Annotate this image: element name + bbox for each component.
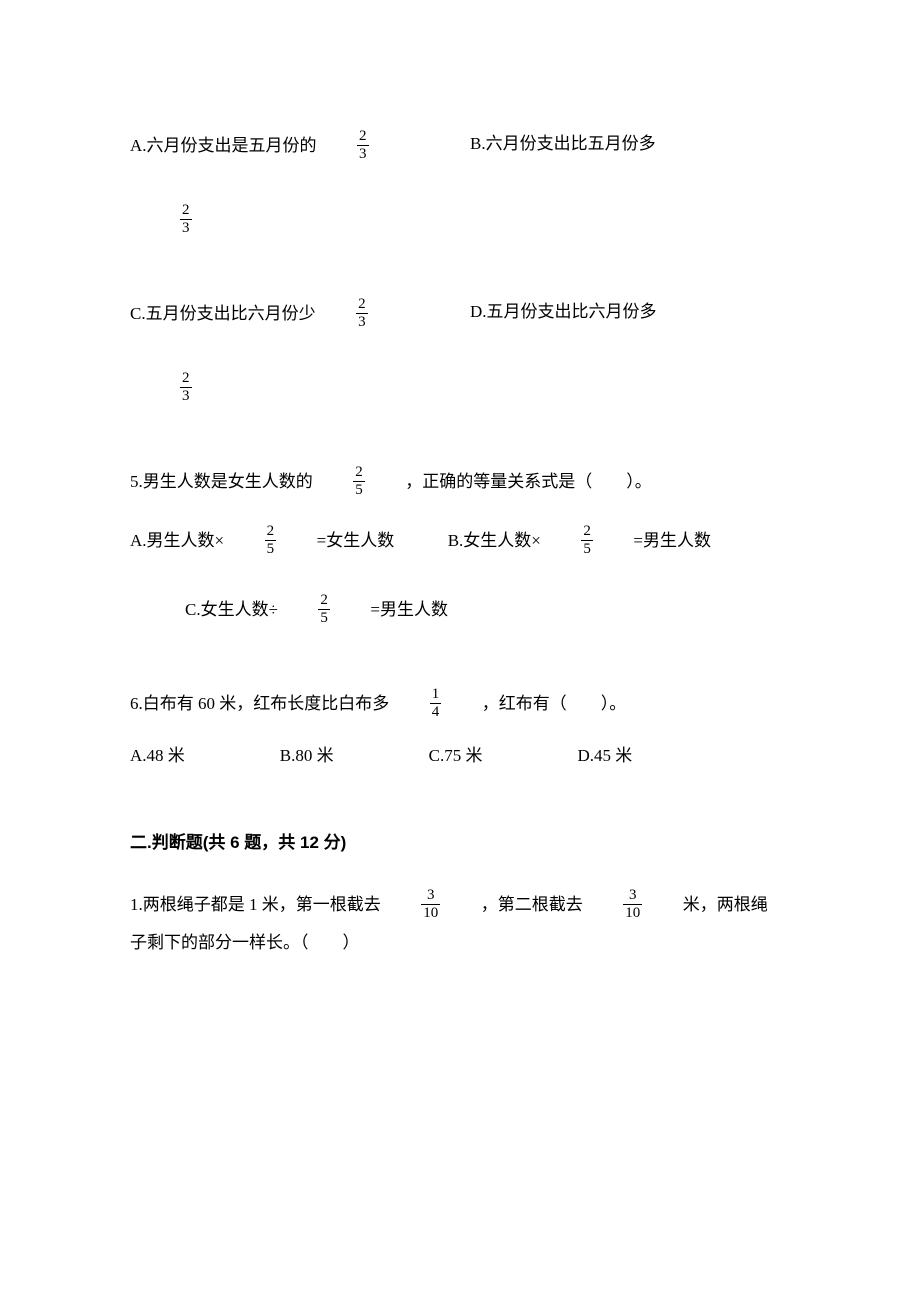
q4-opt-b-fraction-line: 2 3 [172,204,790,238]
q4-opt-d-text: D.五月份支出比六月份多 [470,302,657,321]
q5-opt-c-pre: C.女生人数÷ [185,600,278,619]
q6-opt-c: C.75 米 [429,742,483,769]
q4-opt-a-fraction: 2 3 [357,128,369,162]
tf-q1-fraction-2: 3 10 [623,887,642,921]
fraction-denominator: 10 [623,905,642,922]
q4-opt-c-text: C.五月份支出比六月份少 [130,300,316,327]
q4-options-ab: A.六月份支出是五月份的 2 3 B.六月份支出比五月份多 [130,130,790,164]
fraction-denominator: 5 [353,482,365,499]
q6-stem-fraction: 1 4 [430,686,442,720]
fraction-numerator: 2 [353,464,365,482]
q6-block: 6.白布有 60 米，红布长度比白布多 1 4 ，红布有（ ）。 A.48 米 … [130,688,790,769]
q4-row-ab: A.六月份支出是五月份的 2 3 B.六月份支出比五月份多 2 3 [130,130,790,238]
q4-opt-c-fraction: 2 3 [356,296,368,330]
q5-opt-c-fraction: 2 5 [318,592,330,626]
q5-block: 5.男生人数是女生人数的 2 5 ，正确的等量关系式是（ ）。 A.男生人数× … [130,466,790,628]
tf-q1-block: 1.两根绳子都是 1 米，第一根截去 3 10 ，第二根截去 3 10 米，两根… [130,886,790,961]
q4-opt-d-fraction: 2 3 [180,370,192,404]
tf-q1-fraction-1: 3 10 [421,887,440,921]
section-2-title: 二.判断题(共 6 题，共 12 分) [130,829,790,856]
q4-opt-b-fraction: 2 3 [180,202,192,236]
fraction-numerator: 3 [623,887,642,905]
q6-opt-d: D.45 米 [577,742,632,769]
tf-q1-pre: 1.两根绳子都是 1 米，第一根截去 [130,895,381,914]
tf-q1-post: 米，两根绳 [683,895,768,914]
fraction-numerator: 2 [318,592,330,610]
q5-opt-b-fraction: 2 5 [581,523,593,557]
fraction-denominator: 3 [180,388,192,405]
q5-stem-post: ，正确的等量关系式是（ ）。 [405,472,652,491]
fraction-denominator: 5 [581,541,593,558]
fraction-denominator: 10 [421,905,440,922]
q5-opt-c-post: =男生人数 [370,600,448,619]
q5-options-c: C.女生人数÷ 2 5 =男生人数 [185,594,790,628]
fraction-numerator: 3 [421,887,440,905]
fraction-numerator: 2 [265,523,277,541]
q4-options-cd: C.五月份支出比六月份少 2 3 D.五月份支出比六月份多 [130,298,790,332]
q6-stem-post: ，红布有（ ）。 [482,694,627,713]
q5-opt-a-post: =女生人数 [317,531,395,550]
q6-options: A.48 米 B.80 米 C.75 米 D.45 米 [130,742,790,769]
fraction-denominator: 3 [357,146,369,163]
q5-options-ab: A.男生人数× 2 5 =女生人数 B.女生人数× 2 5 =男生人数 [130,525,790,559]
fraction-denominator: 4 [430,704,442,721]
q6-opt-a: A.48 米 [130,742,185,769]
fraction-numerator: 2 [356,296,368,314]
fraction-denominator: 5 [318,610,330,627]
q5-stem-fraction: 2 5 [353,464,365,498]
q4-option-b: B.六月份支出比五月份多 [470,130,790,164]
q6-opt-b: B.80 米 [280,742,334,769]
q4-opt-b-text: B.六月份支出比五月份多 [470,134,656,153]
fraction-numerator: 2 [357,128,369,146]
q4-option-a: A.六月份支出是五月份的 2 3 [130,130,470,164]
tf-q1-line1: 1.两根绳子都是 1 米，第一根截去 3 10 ，第二根截去 3 10 米，两根… [130,886,790,923]
q4-row-cd: C.五月份支出比六月份少 2 3 D.五月份支出比六月份多 2 3 [130,298,790,406]
fraction-denominator: 3 [356,314,368,331]
q5-opt-b-pre: B.女生人数× [448,531,541,550]
fraction-numerator: 1 [430,686,442,704]
tf-q1-mid: ，第二根截去 [481,895,583,914]
fraction-numerator: 2 [180,202,192,220]
q4-option-d: D.五月份支出比六月份多 [470,298,790,332]
q5-opt-a-fraction: 2 5 [265,523,277,557]
fraction-numerator: 2 [180,370,192,388]
q4-option-c: C.五月份支出比六月份少 2 3 [130,298,470,332]
q5-stem: 5.男生人数是女生人数的 2 5 ，正确的等量关系式是（ ）。 [130,466,790,500]
fraction-numerator: 2 [581,523,593,541]
fraction-denominator: 3 [180,220,192,237]
fraction-denominator: 5 [265,541,277,558]
tf-q1-line2: 子剩下的部分一样长。（ ） [130,924,790,961]
q6-stem-pre: 6.白布有 60 米，红布长度比白布多 [130,694,389,713]
q5-opt-a-pre: A.男生人数× [130,531,224,550]
q6-stem: 6.白布有 60 米，红布长度比白布多 1 4 ，红布有（ ）。 [130,688,790,722]
q5-opt-b-post: =男生人数 [633,531,711,550]
q4-opt-a-text: A.六月份支出是五月份的 [130,132,317,159]
q4-opt-d-fraction-line: 2 3 [172,372,790,406]
q5-stem-pre: 5.男生人数是女生人数的 [130,472,313,491]
